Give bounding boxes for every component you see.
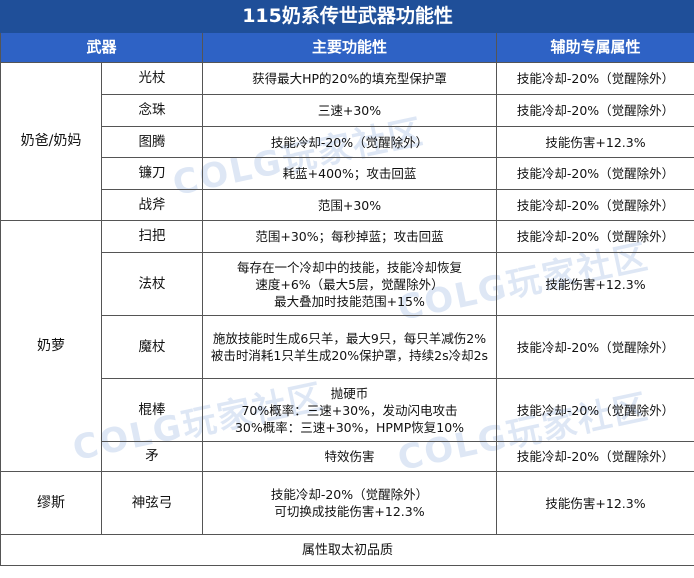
main-function-line: 耗蓝+400%；攻击回蓝: [282, 166, 417, 181]
aux-attribute-cell: 技能冷却-20%（觉醒除外）: [495, 315, 694, 379]
weapon-cell: 光杖: [101, 62, 203, 95]
main-function-cell: 耗蓝+400%；攻击回蓝: [202, 157, 497, 190]
header-weapon: 武器: [0, 32, 203, 63]
main-function-cell: 抛硬币 70%概率：三速+30%，发动闪电攻击 30%概率：三速+30%，HPMP恢…: [202, 378, 497, 442]
main-function-line: 技能冷却-20%（觉醒除外）: [270, 487, 429, 502]
aux-attribute-cell: 技能冷却-20%（觉醒除外）: [495, 220, 694, 253]
table-row: 奶萝 扫把 范围+30%；每秒掉蓝；攻击回蓝 技能冷却-20%（觉醒除外）: [0, 220, 694, 472]
main-function-line: 施放技能时生成6只羊，最大9只，每只羊减伤2%: [212, 331, 487, 346]
table-title: 115奶系传世武器功能性: [0, 0, 694, 33]
main-function-cell: 范围+30%: [202, 189, 497, 221]
aux-attribute-cell: 技能冷却-20%（觉醒除外）: [495, 94, 694, 127]
main-function-cell: 范围+30%；每秒掉蓝；攻击回蓝: [202, 220, 497, 253]
main-function-cell: 三速+30%: [202, 94, 497, 127]
main-function-cell: 技能冷却-20%（觉醒除外）: [202, 126, 497, 158]
main-function-line: 三速+30%: [317, 103, 382, 118]
weapon-cell: 神弦弓: [101, 471, 203, 535]
main-function-cell: 每存在一个冷却中的技能，技能冷却恢复 速度+6%（最大5层，觉醒除外） 最大叠加时技…: [202, 252, 497, 316]
group-cell: 奶萝: [0, 220, 102, 472]
main-function-line: 30%概率：三速+30%，HPMP恢复10%: [234, 419, 465, 435]
group-cell: 奶爸/奶妈: [0, 62, 102, 221]
table-row: 念珠 三速+30% 技能冷却-20%（觉醒除外）: [1, 94, 694, 127]
main-function-line: 被击时消耗1只羊生成20%保护罩，持续2s冷却2s: [210, 348, 489, 363]
table-row: 缪斯 神弦弓 技能冷却-20%（觉醒除外） 可切换成技能伤害+12.3% 技能伤害+12…: [0, 471, 694, 535]
weapon-cell: 矛: [101, 441, 203, 472]
table-row: 图腾 技能冷却-20%（觉醒除外） 技能伤害+12.3%: [1, 126, 694, 158]
weapon-cell: 法杖: [101, 252, 203, 316]
main-function-line: 可切换成技能伤害+12.3%: [274, 504, 425, 519]
aux-attribute-cell: 技能冷却-20%（觉醒除外）: [495, 157, 694, 190]
aux-attribute-cell: 技能冷却-20%（觉醒除外）: [495, 62, 694, 95]
table-row: 棍棒 抛硬币 70%概率：三速+30%，发动闪电攻击 30%概率：三速+30%，HPM…: [1, 378, 694, 442]
main-function-line: 范围+30%: [317, 197, 382, 213]
table-row: 战斧 范围+30% 技能冷却-20%（觉醒除外）: [1, 189, 694, 221]
aux-attribute-cell: 技能伤害+12.3%: [495, 126, 694, 158]
main-function-cell: 特效伤害: [202, 441, 497, 472]
weapon-cell: 战斧: [101, 189, 203, 221]
main-function-line: 获得最大HP的20%的填充型保护罩: [252, 71, 447, 86]
main-function-line: 技能冷却-20%（觉醒除外）: [270, 134, 429, 150]
group-cell: 缪斯: [0, 471, 102, 535]
aux-attribute-cell: 技能冷却-20%（觉醒除外）: [495, 441, 694, 472]
main-function-line: 特效伤害: [324, 449, 375, 464]
weapon-table: 115奶系传世武器功能性 武器 主要功能性 辅助专属属性 奶爸/奶妈 光杖 获得最大…: [0, 0, 694, 566]
main-function-cell: 获得最大HP的20%的填充型保护罩: [202, 62, 497, 95]
table-row: 魔杖 施放技能时生成6只羊，最大9只，每只羊减伤2% 被击时消耗1只羊生成20%保护…: [1, 315, 694, 379]
weapon-cell: 念珠: [101, 94, 203, 127]
aux-attribute-cell: 技能冷却-20%（觉醒除外）: [495, 378, 694, 442]
main-function-line: 每存在一个冷却中的技能，技能冷却恢复: [236, 259, 462, 275]
table-row: 奶爸/奶妈 光杖 获得最大HP的20%的填充型保护罩 技能冷却-20%（觉醒除外）: [0, 62, 694, 221]
header-main: 主要功能性: [202, 32, 497, 63]
main-function-cell: 技能冷却-20%（觉醒除外） 可切换成技能伤害+12.3%: [202, 471, 497, 535]
weapon-cell: 镰刀: [101, 157, 203, 190]
main-function-cell: 施放技能时生成6只羊，最大9只，每只羊减伤2% 被击时消耗1只羊生成20%保护罩，…: [202, 315, 497, 379]
header-aux: 辅助专属属性: [495, 32, 694, 63]
aux-attribute-cell: 技能伤害+12.3%: [495, 471, 694, 535]
table-row: 矛 特效伤害 技能冷却-20%（觉醒除外）: [1, 441, 694, 472]
table-row: 法杖 每存在一个冷却中的技能，技能冷却恢复 速度+6%（最大5层，觉醒除外） 最大叠加…: [1, 252, 694, 316]
weapon-cell: 棍棒: [101, 378, 203, 442]
table-row: 镰刀 耗蓝+400%；攻击回蓝 技能冷却-20%（觉醒除外）: [1, 157, 694, 190]
main-function-line: 最大叠加时技能范围+15%: [274, 293, 425, 309]
weapon-cell: 图腾: [101, 126, 203, 158]
main-function-line: 70%概率：三速+30%，发动闪电攻击: [241, 402, 458, 418]
weapon-cell: 魔杖: [101, 315, 203, 379]
aux-attribute-cell: 技能伤害+12.3%: [495, 252, 694, 316]
table-footer: 属性取太初品质: [0, 534, 694, 566]
main-function-line: 范围+30%；每秒掉蓝；攻击回蓝: [255, 229, 444, 244]
main-function-line: 抛硬币: [330, 385, 369, 401]
main-function-line: 速度+6%（最大5层，觉醒除外）: [255, 276, 444, 292]
aux-attribute-cell: 技能冷却-20%（觉醒除外）: [495, 189, 694, 221]
weapon-cell: 扫把: [101, 220, 203, 253]
